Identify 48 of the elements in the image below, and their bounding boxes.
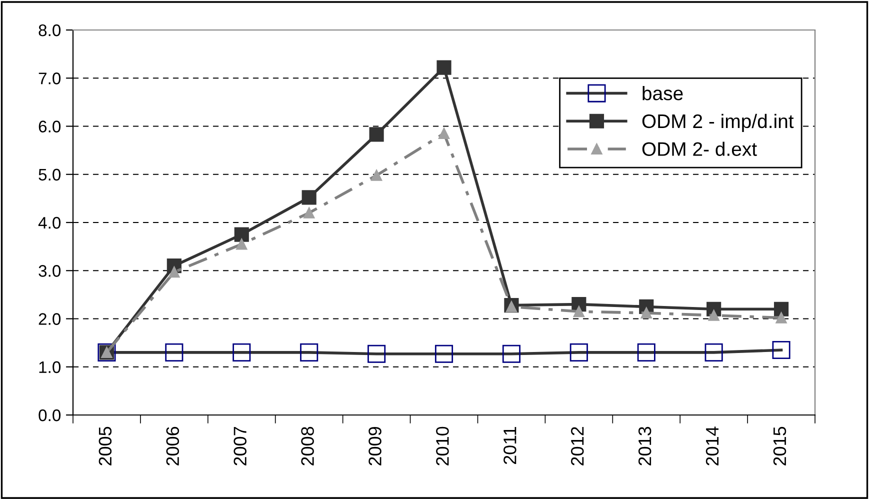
point [370, 170, 382, 181]
y-tick-label: 8.0 [38, 24, 61, 36]
y-tick-label: 6.0 [38, 120, 61, 132]
point [502, 344, 520, 363]
point [438, 128, 450, 140]
point [774, 302, 789, 316]
point [369, 127, 384, 142]
point [304, 207, 315, 218]
point [168, 266, 180, 278]
point [232, 343, 251, 362]
legend-label: base [642, 86, 683, 100]
x-tick-label: 2015 [773, 426, 786, 466]
point [506, 301, 518, 312]
x-tick-label: 2011 [504, 426, 516, 464]
x-tick-label: 2012 [570, 427, 584, 466]
y-tick-label: 0.0 [38, 409, 61, 422]
y-tick-label: 2.0 [38, 313, 61, 325]
point [368, 344, 386, 363]
point [704, 343, 723, 362]
point [776, 312, 787, 324]
x-tick-label: 2013 [638, 426, 652, 466]
point [300, 343, 318, 362]
point [434, 344, 454, 363]
x-tick-label: 2007 [234, 427, 246, 466]
y-tick-label: 4.0 [38, 216, 61, 229]
legend-label: ODM 2 - imp/d.int [642, 114, 794, 132]
point [573, 306, 584, 318]
y-tick-label: 7.0 [38, 72, 61, 84]
point [236, 238, 248, 250]
y-tick-label: 3.0 [38, 265, 61, 277]
point [302, 190, 316, 205]
point [436, 60, 452, 75]
y-tick-label: 5.0 [38, 168, 61, 181]
y-tick-label: 1.0 [39, 361, 61, 374]
point [640, 307, 652, 319]
point [570, 343, 588, 362]
x-tick-label: 2006 [166, 426, 180, 466]
point [234, 227, 249, 242]
x-tick-label: 2010 [436, 426, 449, 466]
x-tick-label: 2009 [368, 426, 382, 466]
point [165, 343, 184, 362]
point [772, 341, 790, 360]
point [637, 343, 656, 362]
point [708, 310, 720, 321]
x-tick-label: 2014 [706, 426, 719, 466]
x-tick-label: 2005 [98, 426, 112, 466]
x-tick-label: 2008 [301, 426, 314, 466]
legend-label: ODM 2- d.ext [642, 142, 757, 156]
